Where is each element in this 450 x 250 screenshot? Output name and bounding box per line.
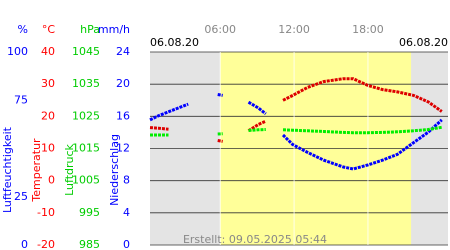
y-tick-label: 8: [123, 174, 130, 187]
y-tick-label: 1015: [72, 142, 100, 155]
axis-unit: °C: [42, 23, 56, 36]
y-tick-label: -20: [37, 238, 55, 250]
series-line: [149, 77, 443, 143]
footer: Erstellt: 09.05.2025 05:44: [183, 233, 327, 246]
y-tick-label: 1025: [72, 109, 100, 122]
axis-title: Luftdruck: [63, 143, 76, 195]
y-tick-label: 1045: [72, 45, 100, 58]
x-tick-label: 12:00: [278, 23, 310, 36]
y-tick-label: 985: [79, 238, 100, 250]
plot-area: [149, 51, 448, 246]
y-tick-label: 10: [41, 142, 55, 155]
y-tick-label: 12: [116, 142, 130, 155]
y-tick-label: 75: [14, 93, 28, 106]
axis-title: Temperatur: [30, 138, 43, 203]
y-tick-label: 24: [116, 45, 130, 58]
y-tick-label: 20: [116, 77, 130, 90]
series-line: [150, 125, 443, 137]
y-tick-label: 20: [41, 109, 55, 122]
y-tick-label: 30: [41, 77, 55, 90]
y-tick-label: 1035: [72, 77, 100, 90]
x-tick-label: 06:00: [204, 23, 236, 36]
y-tick-label: -10: [37, 206, 55, 219]
axis-unit: %: [18, 23, 28, 36]
date-left: 06.08.20: [150, 36, 199, 49]
axis-title: Niederschlag: [108, 134, 121, 206]
y-tick-label: 40: [41, 45, 55, 58]
y-tick-label: 995: [79, 206, 100, 219]
date-right: 06.08.20: [399, 36, 448, 49]
y-tick-label: 0: [48, 174, 55, 187]
axis-unit: mm/h: [98, 23, 130, 36]
y-tick-label: 4: [123, 206, 130, 219]
axis-title: Luftfeuchtigkeit: [1, 126, 14, 213]
y-tick-label: 25: [14, 190, 28, 203]
y-tick-label: 1005: [72, 174, 100, 187]
y-tick-label: 100: [7, 45, 28, 58]
series-line: [149, 93, 443, 171]
y-tick-label: 0: [21, 238, 28, 250]
axis-unit: hPa: [80, 23, 100, 36]
y-tick-label: 16: [116, 109, 130, 122]
x-tick-label: 18:00: [352, 23, 384, 36]
y-tick-label: 0: [123, 238, 130, 250]
